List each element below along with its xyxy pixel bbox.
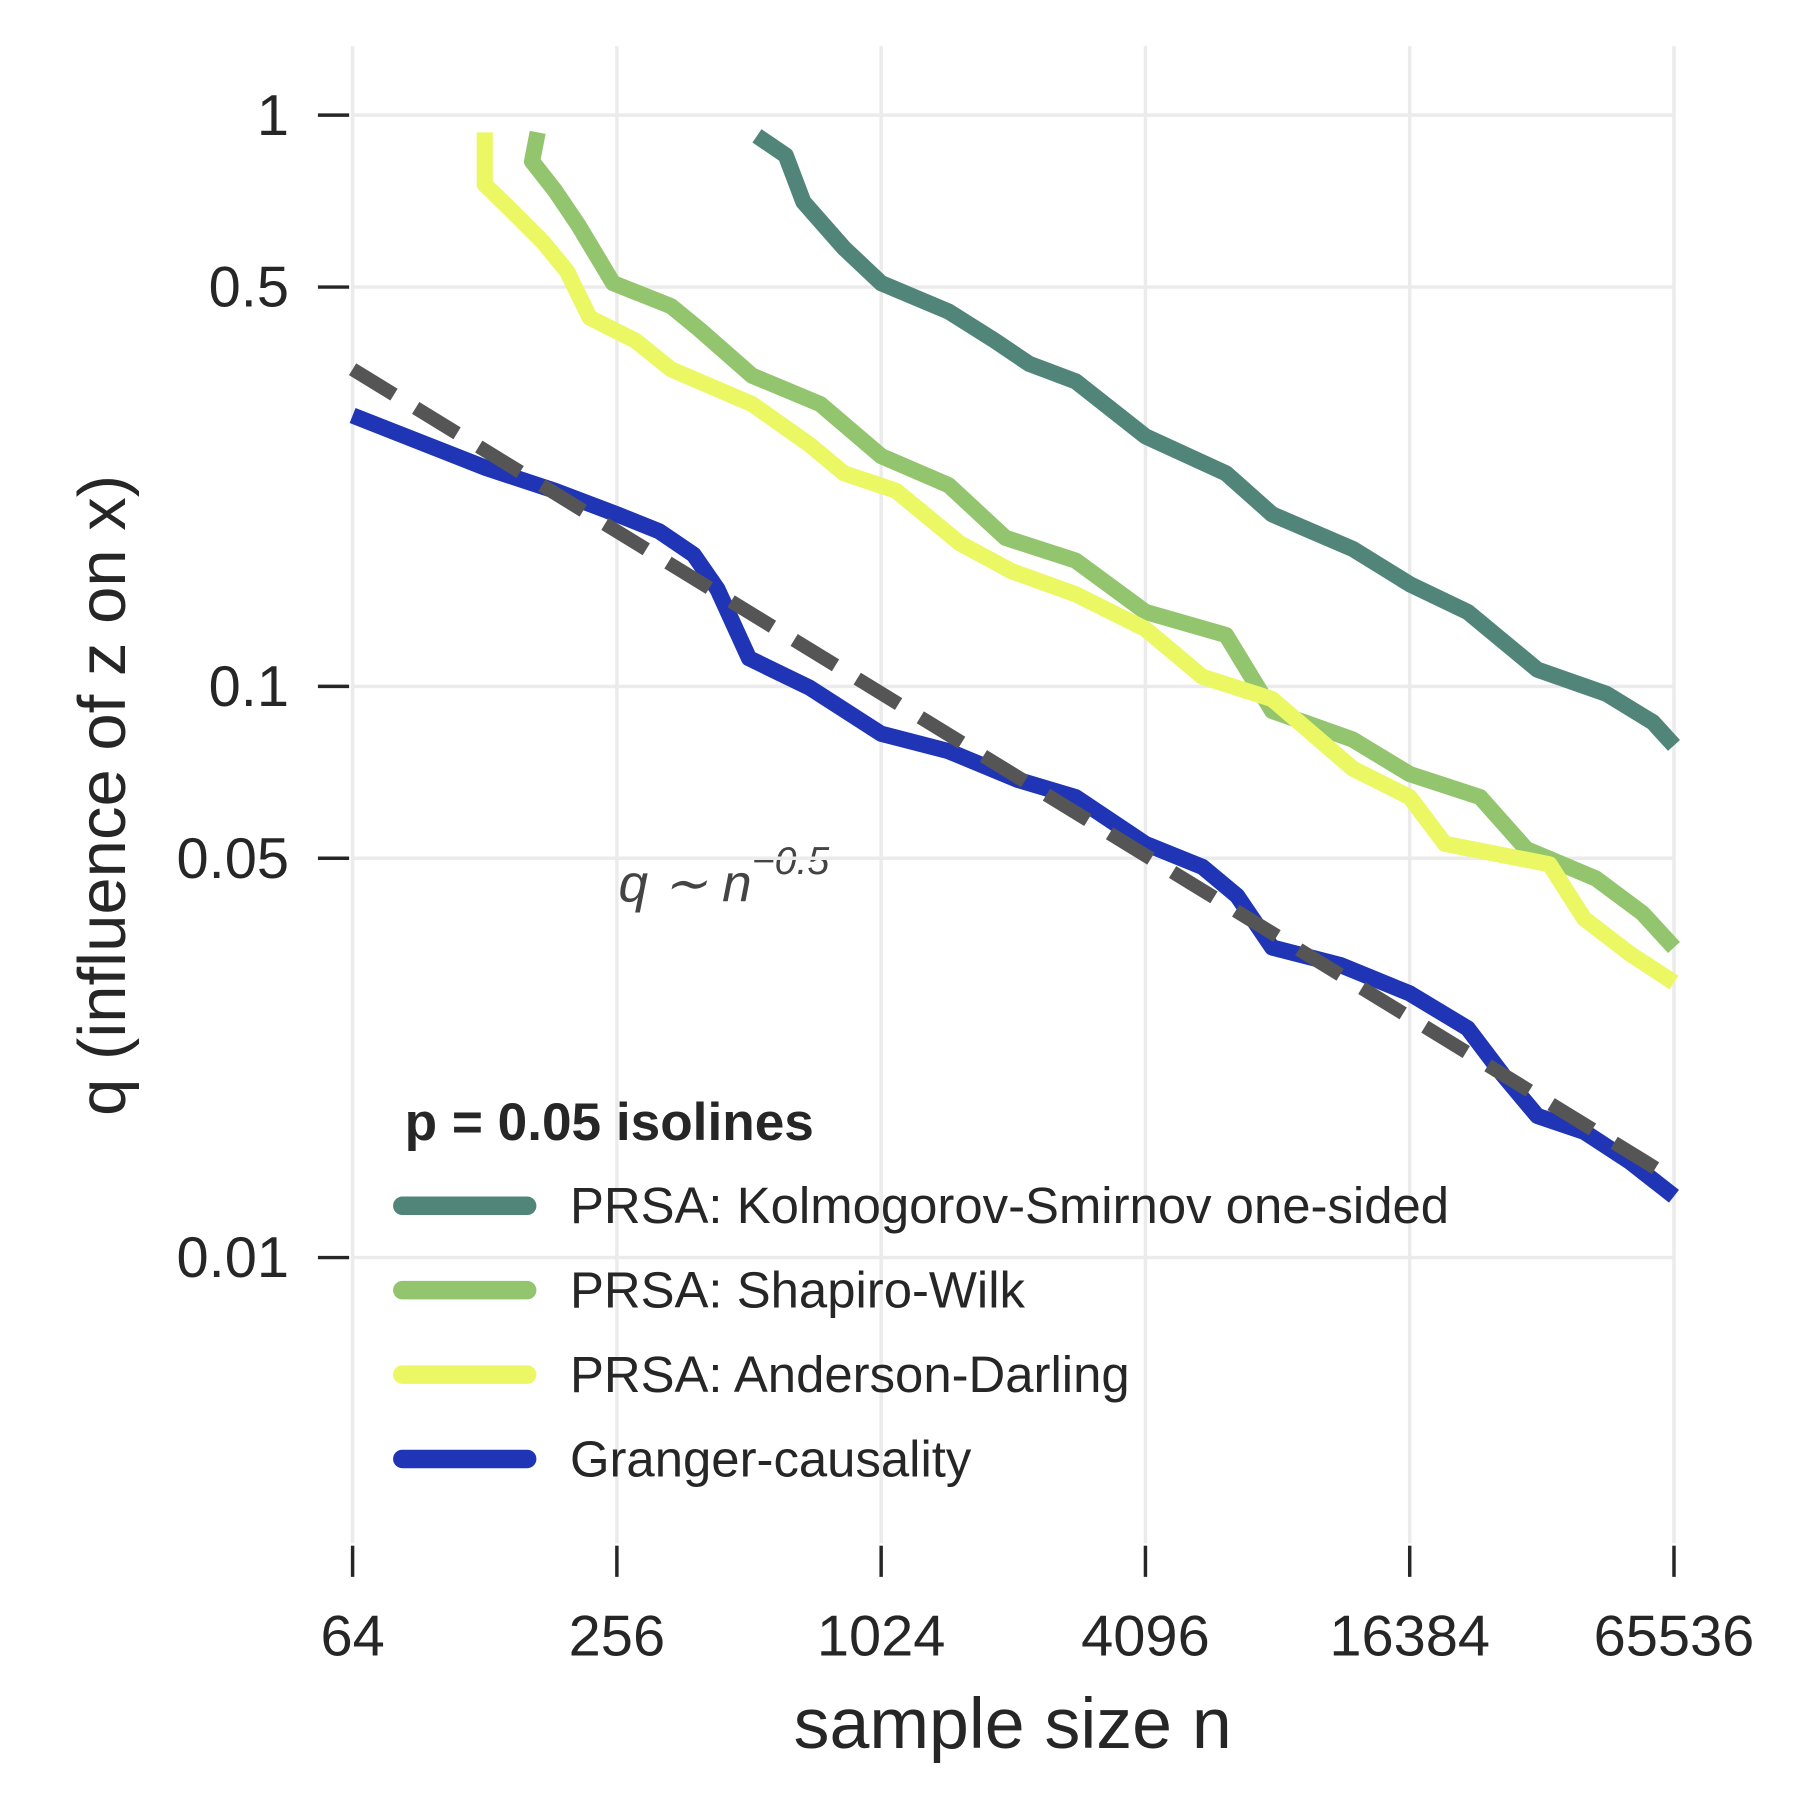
y-tick-label: 1 (257, 84, 289, 148)
x-tick-label: 64 (320, 1604, 384, 1668)
legend-label: PRSA: Shapiro-Wilk (570, 1262, 1026, 1319)
x-tick-label: 256 (569, 1604, 665, 1668)
y-axis-label: q (influence of z on x) (65, 475, 140, 1116)
series-line (476, 132, 1679, 990)
legend-label: PRSA: Anderson-Darling (570, 1346, 1130, 1403)
legend-label: PRSA: Kolmogorov-Smirnov one-sided (570, 1177, 1449, 1234)
reference-line (348, 363, 1678, 1186)
y-tick-label: 0.1 (209, 655, 289, 719)
series-line (752, 129, 1680, 751)
series-line (523, 130, 1680, 953)
annotation-text: q ∼ n (618, 855, 751, 914)
x-tick-label: 1024 (817, 1604, 946, 1668)
y-tick-label: 0.5 (209, 256, 289, 320)
annotation: q ∼ n−0.5 (618, 839, 829, 914)
x-tick-label: 65536 (1594, 1604, 1755, 1668)
x-tick-label: 4096 (1081, 1604, 1210, 1668)
legend-label: Granger-causality (570, 1430, 972, 1487)
x-tick-label: 16384 (1329, 1604, 1490, 1668)
y-tick-label: 0.05 (177, 827, 289, 891)
legend-title: p = 0.05 isolines (405, 1093, 814, 1152)
annotation-superscript: −0.5 (752, 839, 830, 883)
y-tick-label: 0.01 (177, 1226, 289, 1290)
x-axis-label: sample size n (794, 1684, 1232, 1764)
